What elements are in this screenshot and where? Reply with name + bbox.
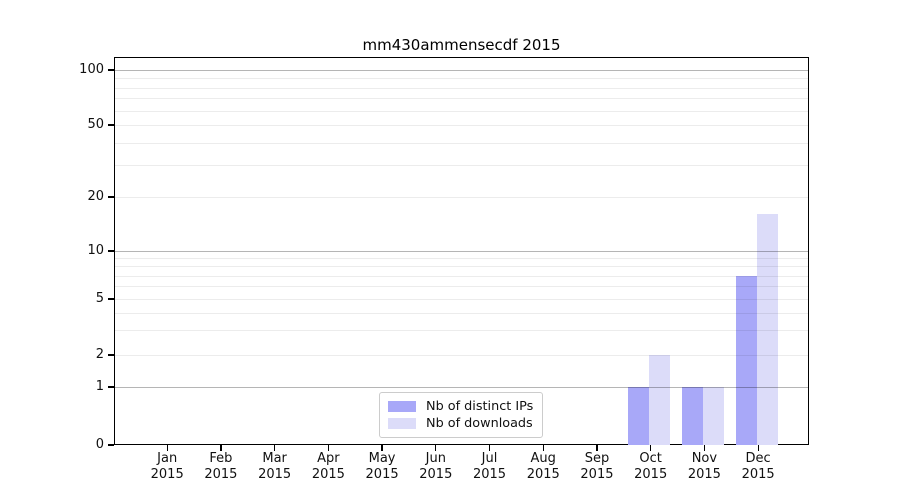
legend-item: Nb of downloads <box>388 415 534 432</box>
x-axis-tick <box>703 445 705 451</box>
bar-downloads <box>702 387 724 445</box>
x-axis-tick <box>596 445 598 451</box>
bar-downloads <box>756 214 778 445</box>
y-axis-tick <box>108 386 114 388</box>
x-axis-tick <box>166 445 168 451</box>
y-axis-tick <box>108 298 114 300</box>
y-axis-tick-label: 5 <box>95 291 104 306</box>
x-axis-tick <box>435 445 437 451</box>
y-axis-tick <box>108 444 114 446</box>
x-axis-tick-label: Mar 2015 <box>258 451 292 482</box>
y-axis-tick <box>108 196 114 198</box>
legend-swatch <box>388 418 416 429</box>
x-axis-tick-label: Jul 2015 <box>472 451 507 482</box>
bar-distinct-ips <box>628 387 650 445</box>
x-axis-tick-label: Feb 2015 <box>204 451 238 482</box>
y-axis-tick-label: 0 <box>95 437 104 452</box>
x-axis-tick-label: Jun 2015 <box>419 451 453 482</box>
x-axis-tick <box>488 445 491 451</box>
legend-label: Nb of distinct IPs <box>426 399 534 414</box>
y-axis-tick-label: 20 <box>87 189 104 204</box>
y-axis-tick-label: 10 <box>87 243 104 258</box>
y-axis-tick-label: 1 <box>95 379 104 394</box>
x-axis-tick-label: May 2015 <box>365 451 399 482</box>
plot-area <box>114 57 809 445</box>
y-axis-tick <box>108 69 114 71</box>
y-axis-tick <box>108 354 114 356</box>
bar-distinct-ips <box>735 275 757 445</box>
x-axis-tick <box>220 445 222 451</box>
y-axis-tick-label: 100 <box>79 62 104 77</box>
bar-downloads <box>649 355 671 445</box>
x-axis-tick-label: Sep 2015 <box>580 451 614 482</box>
legend-label: Nb of downloads <box>426 416 533 431</box>
y-axis-tick-label: 50 <box>87 117 104 132</box>
legend-item: Nb of distinct IPs <box>388 398 534 415</box>
x-axis-tick-label: Nov 2015 <box>687 451 721 482</box>
x-axis-tick <box>757 445 759 451</box>
x-axis-tick-label: Aug 2015 <box>526 451 560 482</box>
y-axis-tick <box>108 250 114 252</box>
x-axis-tick-label: Apr 2015 <box>311 451 345 482</box>
x-axis-tick <box>327 445 329 451</box>
x-axis-tick-label: Dec 2015 <box>741 451 775 482</box>
legend-swatch <box>388 401 416 412</box>
x-axis-tick <box>542 445 544 451</box>
y-axis-tick-label: 2 <box>95 347 104 362</box>
x-axis-tick <box>381 445 383 451</box>
x-axis-tick <box>274 445 276 451</box>
x-axis-tick-label: Jan 2015 <box>150 451 184 482</box>
legend: Nb of distinct IPs Nb of downloads <box>379 392 543 438</box>
bar-distinct-ips <box>681 387 703 445</box>
y-axis-tick <box>108 124 114 126</box>
x-axis-tick-label: Oct 2015 <box>634 451 668 482</box>
x-axis-tick <box>650 445 652 451</box>
chart-title: mm430ammensecdf 2015 <box>362 36 561 54</box>
